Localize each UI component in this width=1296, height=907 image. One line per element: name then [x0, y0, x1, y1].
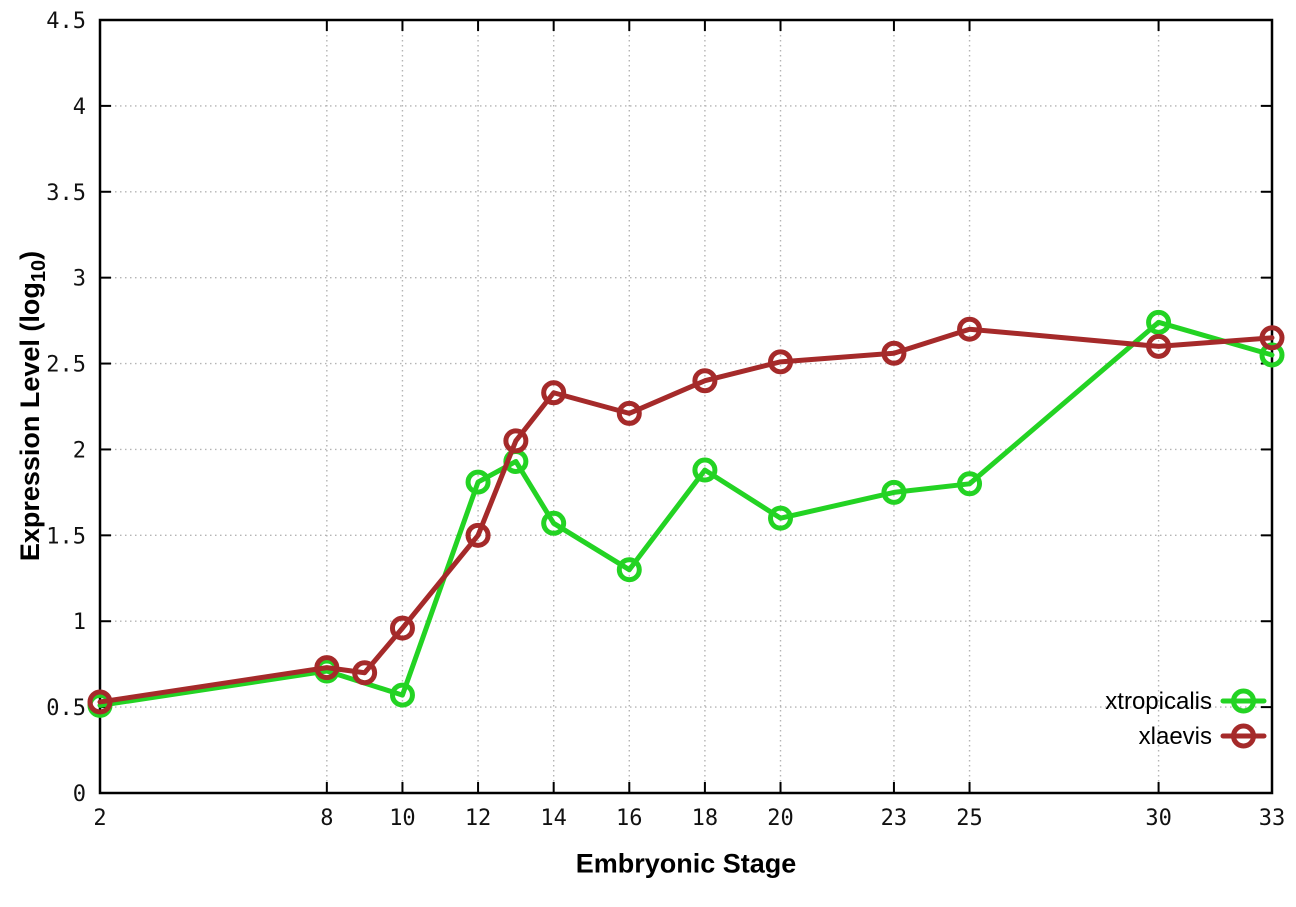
x-tick-label: 2: [93, 806, 106, 831]
series-xtropicalis-point: [881, 479, 907, 505]
y-tick-label: 4.5: [46, 9, 86, 34]
y-tick-label: 4: [73, 95, 86, 120]
x-tick-label: 25: [956, 806, 983, 831]
plot-border: [98, 18, 1274, 795]
y-tick-label: 2.5: [46, 353, 86, 378]
y-tick-label: 1.5: [46, 524, 86, 549]
series-xtropicalis-line: [97, 319, 1275, 708]
y-axis-title: Expression Level (log10): [15, 251, 51, 561]
series-xtropicalis-point: [957, 471, 983, 497]
series-xtropicalis-point: [541, 510, 567, 536]
x-tick-label: 16: [616, 806, 643, 831]
legend-marker-xlaevis: [1231, 723, 1256, 749]
series-xlaevis-point: [881, 340, 907, 366]
y-axis-title-subscript: 10: [28, 259, 51, 283]
y-tick-label: 3: [73, 267, 86, 292]
y-tick-label: 2: [73, 438, 86, 463]
series-xlaevis-point: [465, 522, 491, 548]
series-xtropicalis-point: [389, 682, 415, 708]
x-tick-labels: 2 8 10 12 14 16 18 20 23 25 30 33: [93, 806, 1285, 831]
series-xlaevis-point: [768, 349, 794, 375]
series-xlaevis-point: [389, 615, 415, 641]
x-tick-label: 14: [540, 806, 567, 831]
x-tick-label: 18: [692, 806, 719, 831]
legend-label-xtropicalis: xtropicalis: [1105, 688, 1212, 715]
x-tick-label: 30: [1145, 806, 1172, 831]
series-xlaevis-point: [1146, 333, 1172, 359]
legend-marker-xtropicalis: [1231, 688, 1256, 714]
series-xlaevis-point: [1259, 325, 1285, 351]
y-tick-label: 1: [73, 610, 86, 635]
y-tick-label: 0.5: [46, 696, 86, 721]
series-xlaevis-point: [503, 428, 529, 454]
series-xlaevis-point: [957, 316, 983, 342]
x-tick-label: 8: [320, 806, 333, 831]
legend-label-xlaevis: xlaevis: [1139, 723, 1212, 750]
x-tick-label: 10: [389, 806, 416, 831]
legend: xtropicalis xlaevis: [1105, 688, 1267, 750]
series-xlaevis-point: [692, 368, 718, 394]
series-xlaevis-point: [616, 400, 642, 426]
series-xlaevis-point: [541, 380, 567, 406]
series-xtropicalis-point: [1259, 342, 1285, 368]
x-axis-title: Embryonic Stage: [575, 848, 797, 879]
series-xlaevis-point: [314, 655, 340, 681]
y-axis-title-end: ): [14, 250, 45, 260]
x-tick-label: 23: [881, 806, 908, 831]
series-xlaevis-point: [352, 660, 378, 686]
y-tick-labels: 0 0.5 1 1.5 2 2.5 3 3.5 4 4.5: [46, 9, 86, 807]
series-xlaevis-line: [97, 326, 1275, 705]
series-xtropicalis-point: [768, 505, 794, 531]
x-tick-label: 33: [1259, 806, 1286, 831]
x-tick-label: 12: [465, 806, 492, 831]
series-xlaevis: [87, 316, 1285, 715]
series-xtropicalis-point: [465, 469, 491, 495]
series-xtropicalis-point: [692, 457, 718, 483]
y-axis-title-base: Expression Level (log: [14, 282, 45, 562]
y-tick-label: 0: [73, 782, 86, 807]
y-tick-label: 3.5: [46, 181, 86, 206]
series-xtropicalis-point: [1146, 309, 1172, 335]
series-xtropicalis-point: [616, 557, 642, 583]
series-xlaevis-point: [87, 689, 113, 715]
x-tick-label: 20: [767, 806, 794, 831]
series-xtropicalis: [87, 309, 1285, 718]
